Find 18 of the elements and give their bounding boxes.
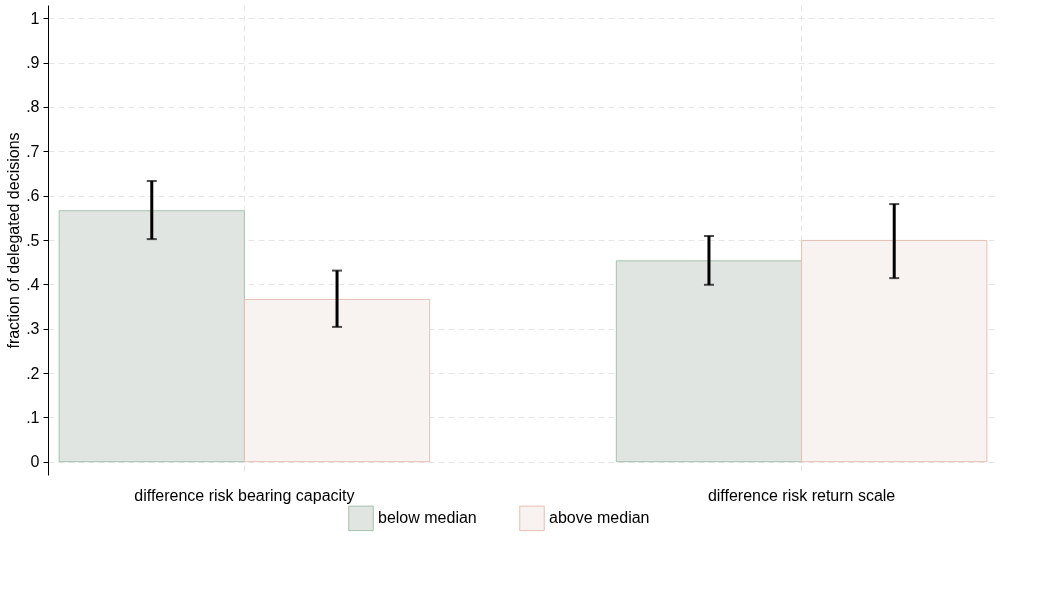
- y-tick-label: 1: [30, 9, 40, 27]
- y-axis-title: fraction of delegated decisions: [5, 132, 23, 349]
- y-tick-label: .1: [26, 408, 40, 426]
- y-tick-label: .9: [26, 54, 40, 72]
- y-tick-label: .3: [26, 320, 40, 338]
- legend-label: below median: [378, 509, 477, 527]
- y-tick-label: 0: [30, 453, 40, 471]
- y-tick-label: .4: [26, 275, 40, 293]
- y-tick-label: .2: [26, 364, 40, 382]
- y-tick-label: .5: [26, 231, 40, 249]
- legend-label: above median: [549, 509, 650, 527]
- x-tick-label: difference risk bearing capacity: [134, 486, 355, 504]
- bar: [801, 239, 988, 463]
- y-tick-label: .8: [26, 98, 40, 116]
- y-tick-label: .7: [26, 142, 40, 160]
- bar: [243, 298, 431, 463]
- y-tick-label: .6: [26, 187, 40, 205]
- x-tick-label: difference risk return scale: [707, 486, 896, 504]
